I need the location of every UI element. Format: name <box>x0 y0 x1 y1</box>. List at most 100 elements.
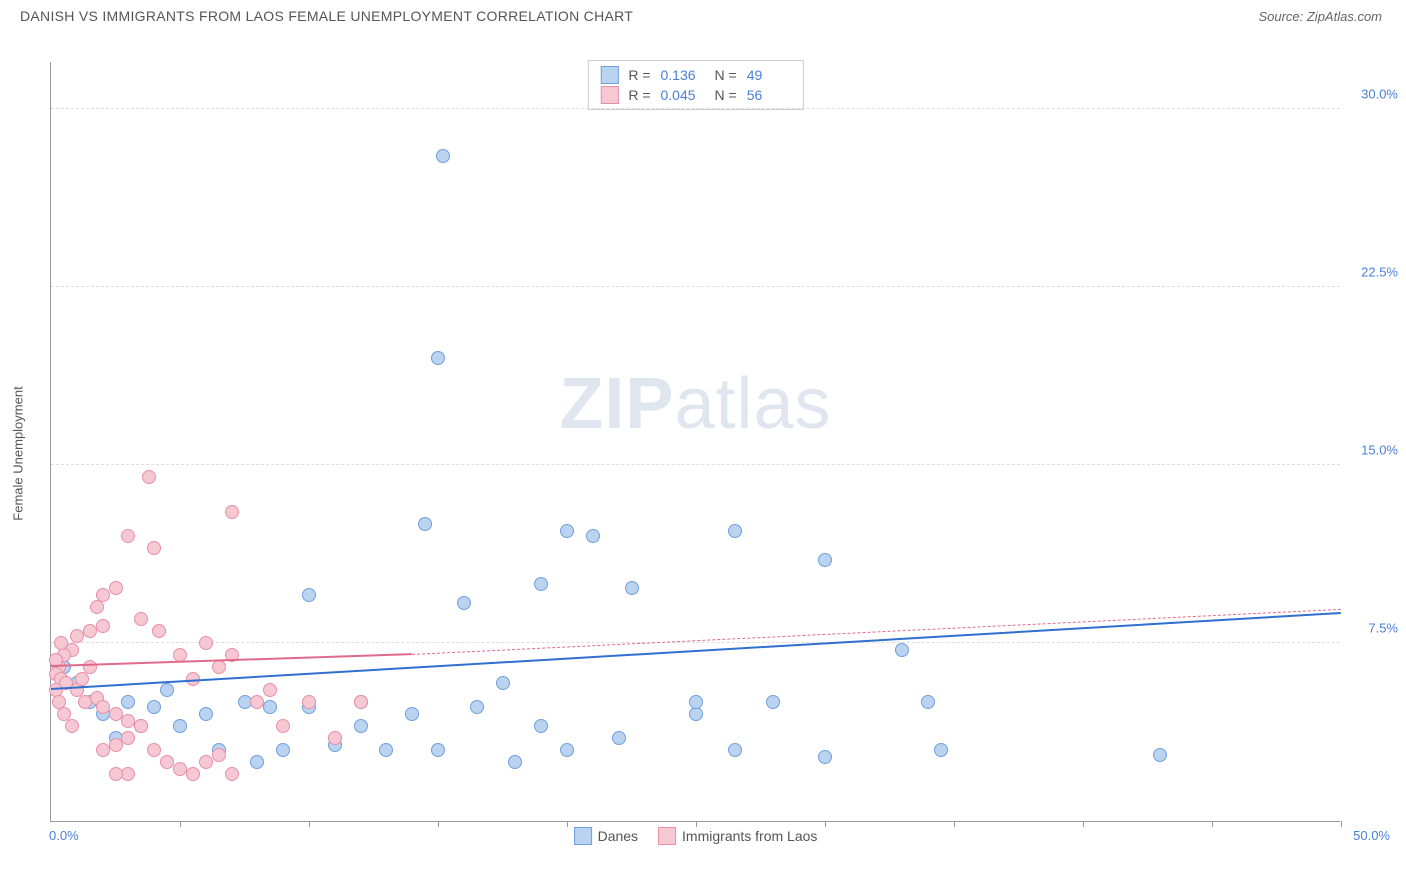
data-point <box>109 767 123 781</box>
scatter-chart: ZIPatlas R = 0.136 N = 49 R = 0.045 N = … <box>50 62 1340 822</box>
data-point <box>109 581 123 595</box>
data-point <box>534 577 548 591</box>
data-point <box>728 524 742 538</box>
data-point <box>276 743 290 757</box>
watermark: ZIPatlas <box>559 363 831 445</box>
data-point <box>328 731 342 745</box>
data-point <box>121 714 135 728</box>
x-tick <box>180 821 181 827</box>
gridline <box>51 108 1340 109</box>
data-point <box>250 755 264 769</box>
data-point <box>109 738 123 752</box>
data-point <box>186 767 200 781</box>
y-tick-label: 30.0% <box>1361 86 1398 101</box>
gridline <box>51 464 1340 465</box>
gridline <box>51 642 1340 643</box>
x-tick <box>1083 821 1084 827</box>
data-point <box>121 695 135 709</box>
data-point <box>147 541 161 555</box>
data-point <box>508 755 522 769</box>
data-point <box>818 553 832 567</box>
data-point <box>1153 748 1167 762</box>
data-point <box>173 719 187 733</box>
data-point <box>121 731 135 745</box>
data-point <box>121 529 135 543</box>
data-point <box>142 470 156 484</box>
data-point <box>199 636 213 650</box>
x-tick <box>954 821 955 827</box>
y-tick-label: 7.5% <box>1368 620 1398 635</box>
data-point <box>921 695 935 709</box>
data-point <box>199 707 213 721</box>
data-point <box>134 719 148 733</box>
data-point <box>405 707 419 721</box>
x-tick <box>696 821 697 827</box>
data-point <box>689 695 703 709</box>
data-point <box>160 755 174 769</box>
data-point <box>457 596 471 610</box>
data-point <box>147 700 161 714</box>
data-point <box>78 695 92 709</box>
data-point <box>728 743 742 757</box>
x-axis-min-label: 0.0% <box>49 828 79 843</box>
gridline <box>51 286 1340 287</box>
data-point <box>302 588 316 602</box>
data-point <box>625 581 639 595</box>
series-legend: Danes Immigrants from Laos <box>574 827 818 845</box>
swatch-laos-icon <box>658 827 676 845</box>
data-point <box>225 767 239 781</box>
swatch-danes <box>600 66 618 84</box>
data-point <box>250 695 264 709</box>
swatch-danes-icon <box>574 827 592 845</box>
data-point <box>212 660 226 674</box>
data-point <box>612 731 626 745</box>
data-point <box>212 748 226 762</box>
data-point <box>160 683 174 697</box>
data-point <box>496 676 510 690</box>
data-point <box>436 149 450 163</box>
correlation-legend: R = 0.136 N = 49 R = 0.045 N = 56 <box>587 60 803 110</box>
x-tick <box>309 821 310 827</box>
y-tick-label: 22.5% <box>1361 264 1398 279</box>
data-point <box>379 743 393 757</box>
data-point <box>934 743 948 757</box>
chart-header: DANISH VS IMMIGRANTS FROM LAOS FEMALE UN… <box>0 0 1406 28</box>
data-point <box>70 629 84 643</box>
data-point <box>75 672 89 686</box>
data-point <box>83 624 97 638</box>
data-point <box>560 743 574 757</box>
chart-title: DANISH VS IMMIGRANTS FROM LAOS FEMALE UN… <box>20 8 633 24</box>
y-axis-label: Female Unemployment <box>11 386 26 520</box>
data-point <box>354 719 368 733</box>
swatch-laos <box>600 86 618 104</box>
legend-item-laos: Immigrants from Laos <box>658 827 817 845</box>
data-point <box>134 612 148 626</box>
data-point <box>199 755 213 769</box>
data-point <box>263 700 277 714</box>
x-tick <box>438 821 439 827</box>
data-point <box>225 505 239 519</box>
data-point <box>96 743 110 757</box>
data-point <box>895 643 909 657</box>
y-tick-label: 15.0% <box>1361 442 1398 457</box>
data-point <box>586 529 600 543</box>
data-point <box>147 743 161 757</box>
data-point <box>65 719 79 733</box>
data-point <box>96 700 110 714</box>
legend-item-danes: Danes <box>574 827 638 845</box>
legend-row-laos: R = 0.045 N = 56 <box>600 85 790 105</box>
data-point <box>302 695 316 709</box>
data-point <box>354 695 368 709</box>
data-point <box>54 636 68 650</box>
data-point <box>83 660 97 674</box>
source-attribution: Source: ZipAtlas.com <box>1258 9 1382 24</box>
data-point <box>121 767 135 781</box>
x-tick <box>1212 821 1213 827</box>
data-point <box>418 517 432 531</box>
data-point <box>263 683 277 697</box>
data-point <box>173 762 187 776</box>
x-tick <box>567 821 568 827</box>
data-point <box>534 719 548 733</box>
data-point <box>818 750 832 764</box>
data-point <box>90 600 104 614</box>
